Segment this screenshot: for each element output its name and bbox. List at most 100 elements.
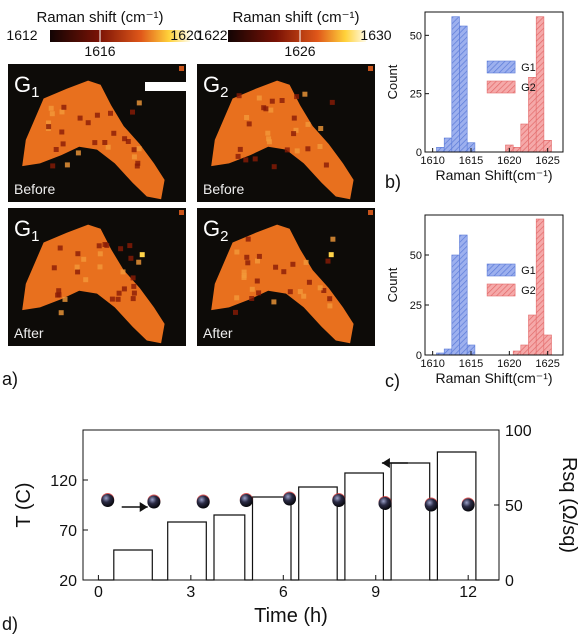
histogram-bar [436,147,445,153]
x-tick-label: 0 [94,584,103,601]
colorbar-tick: 1612 [6,27,37,43]
plot-frame [424,214,564,356]
peak-subscript: 1 [31,228,39,245]
colorbar-title: Raman shift (cm⁻¹) [36,9,163,26]
histogram-b: 1610 1615 1620 1625 0 25 50 Raman Shift(cm⁻¹) Co… [385,11,564,183]
rsq-marker [332,494,346,507]
x-tick-label: 6 [279,584,288,601]
map-pixel [125,139,131,144]
map-pixel [306,279,312,285]
map-pixel [266,136,272,142]
map-pixel [233,309,238,315]
y2-tick-label: 50 [505,498,523,515]
x-tick-label: 1615 [459,358,483,370]
map-pixel [139,252,145,258]
raman-map-panel: G2 Before [197,64,375,202]
panel-label-c: c) [385,371,400,391]
map-pixel [246,121,252,127]
y2-tick-label: 0 [505,573,514,590]
map-pixel [284,147,290,153]
map-pixel [252,156,258,162]
map-pixel [255,258,260,264]
map-pixel [56,292,62,298]
map-pixel [328,252,334,258]
map-pixel [249,286,255,292]
map-pixel [130,275,136,281]
colorbar-g1: Raman shift (cm⁻¹) 1612 1616 1620 [6,9,201,59]
histogram-bar [459,25,468,153]
map-pixel [64,162,70,168]
map-pixel [256,253,262,259]
map-pixel [135,160,141,166]
map-pixel [59,129,65,135]
x-tick-label: 1625 [535,358,559,370]
map-pixel [179,210,184,215]
map-pixel [81,256,87,262]
map-peak-label: G2 [203,72,228,101]
histogram-bar [535,16,545,153]
raman-map-panel: G2 After [197,208,375,346]
histogram-bar [535,218,545,356]
histogram-bar [520,123,529,153]
y-axis-label: Count [385,267,400,302]
rsq-marker [239,494,253,507]
legend-label: G2 [521,82,536,94]
y-tick-label: 120 [50,473,77,490]
panel-label-b: b) [385,172,401,192]
map-pixel [51,265,57,271]
map-pixel [46,124,52,130]
colorbar-g2: Raman shift (cm⁻¹) 1622 1626 1630 [196,9,391,59]
map-pixel [136,259,142,265]
graphene-flake [211,80,354,200]
map-pixel [75,269,81,275]
map-pixel [131,283,137,289]
map-pixel [131,290,137,296]
colorbar-tick: 1630 [360,27,391,43]
map-pixel [265,130,271,136]
rsq-marker [147,495,161,509]
rsq-marker [196,495,210,509]
map-pixel [136,100,142,106]
map-pixel [291,115,297,121]
y-tick-label: 25 [410,300,422,312]
map-pixel [179,66,184,71]
legend-swatch [486,263,516,277]
map-state-label: Before [14,181,55,197]
x-tick-label: 1610 [420,155,444,167]
map-pixel [62,296,68,302]
map-state-label: After [203,325,233,341]
map-pixel [305,121,311,127]
map-pixel [59,109,65,115]
map-pixel [108,110,113,116]
time-series-d: 0 3 6 9 12 20 70 120 0 50 100 Time (h) T (C) Rsq (Ω/s… [13,423,580,627]
map-pixel [49,111,55,117]
rsq-marker [461,498,475,512]
x-tick-label: 1610 [420,358,444,370]
rsq-marker [283,492,296,506]
map-pixel [244,115,250,120]
x-axis-label: Raman Shift(cm⁻¹) [435,167,552,183]
y-axis-label: T (C) [13,482,35,527]
map-pixel [74,264,80,270]
graphene-flake [211,224,354,344]
map-peak-label: G1 [14,72,39,101]
histogram-bar [451,254,460,356]
map-pixel [136,146,142,152]
legend-swatch [486,80,516,94]
map-pixel [134,163,140,169]
map-pixel [92,140,98,146]
map-pixel [302,91,308,97]
map-pixel [269,98,275,104]
map-pixel [287,289,293,295]
y2-tick-label: 100 [505,423,532,440]
map-pixel [97,251,103,257]
map-pixel [321,288,327,293]
map-pixel [102,140,108,145]
map-pixel [120,269,126,275]
map-state-label: Before [203,181,244,197]
panel-label-d: d) [2,614,18,634]
map-pixel [85,120,91,126]
map-pixel [245,260,251,266]
